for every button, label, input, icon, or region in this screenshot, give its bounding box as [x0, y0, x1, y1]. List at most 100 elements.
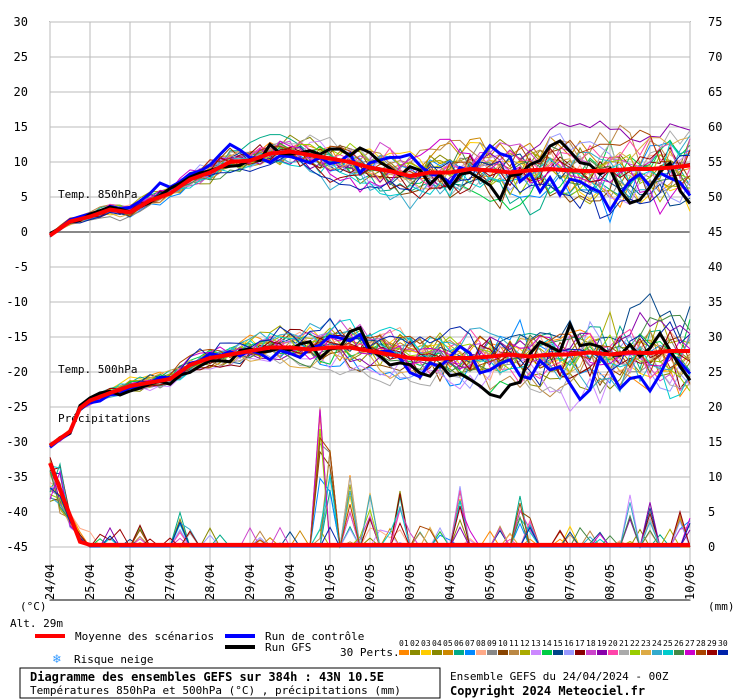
pert-number: 19: [597, 639, 607, 648]
member-500-line: [49, 346, 691, 446]
pert-swatch: [586, 650, 596, 655]
date-tick-label: 09/05: [643, 564, 657, 600]
date-tick-label: 29/04: [243, 564, 257, 600]
date-tick-label: 01/05: [323, 564, 337, 600]
pert-swatch: [542, 650, 552, 655]
left-tick-label: 15: [14, 120, 28, 134]
left-tick-label: -20: [6, 365, 28, 379]
pert-number: 16: [564, 639, 574, 648]
right-tick-label: 65: [708, 85, 722, 99]
pert-number: 30: [718, 639, 728, 648]
left-tick-label: -30: [6, 435, 28, 449]
footer-subtitle: Températures 850hPa et 500hPa (°C) , pré…: [30, 684, 401, 697]
pert-swatch: [454, 650, 464, 655]
right-tick-label: 35: [708, 295, 722, 309]
right-tick-label: 10: [708, 470, 722, 484]
pert-number: 15: [553, 639, 563, 648]
pert-swatch: [608, 650, 618, 655]
altitude-label: Alt. 29m: [10, 617, 63, 630]
date-tick-label: 28/04: [203, 564, 217, 600]
pert-number: 09: [487, 639, 497, 648]
date-tick-label: 07/05: [563, 564, 577, 600]
pert-number: 08: [476, 639, 486, 648]
pert-swatch: [564, 650, 574, 655]
date-tick-label: 10/05: [683, 564, 697, 600]
pert-number: 13: [531, 639, 541, 648]
mean-precip-line: [48, 462, 690, 547]
left-tick-label: -40: [6, 505, 28, 519]
pert-number: 04: [432, 639, 442, 648]
precip-label: Précipitations: [58, 412, 151, 425]
pert-swatch: [520, 650, 530, 655]
pert-number: 25: [663, 639, 673, 648]
title-box: [19, 667, 441, 699]
date-tick-label: 30/04: [283, 564, 297, 600]
date-tick-label: 08/05: [603, 564, 617, 600]
pert-number: 17: [575, 639, 585, 648]
right-tick-label: 30: [708, 330, 722, 344]
snowflake-icon: ❄: [52, 652, 61, 667]
t500-label: Temp. 500hPa: [58, 363, 137, 376]
pert-number: 07: [465, 639, 475, 648]
pert-number: 24: [652, 639, 662, 648]
t850-label: Temp. 850hPa: [58, 188, 137, 201]
pert-number: 23: [641, 639, 651, 648]
left-tick-label: -35: [6, 470, 28, 484]
pert-swatch: [443, 650, 453, 655]
pert-number: 20: [608, 639, 618, 648]
perts-label: 30 Perts.: [340, 646, 400, 659]
pert-number: 22: [630, 639, 640, 648]
pert-swatch: [685, 650, 695, 655]
right-tick-label: 75: [708, 15, 722, 29]
pert-swatch: [575, 650, 585, 655]
legend-label-gfs: Run GFS: [265, 641, 311, 654]
left-tick-label: -10: [6, 295, 28, 309]
pert-number: 18: [586, 639, 596, 648]
date-tick-label: 27/04: [163, 564, 177, 600]
footer-run: Ensemble GEFS du 24/04/2024 - 00Z: [450, 670, 669, 683]
pert-swatch: [707, 650, 717, 655]
control-850-line: [49, 142, 692, 237]
date-tick-label: 06/05: [523, 564, 537, 600]
pert-number: 05: [443, 639, 453, 648]
date-tick-label: 05/05: [483, 564, 497, 600]
pert-number: 27: [685, 639, 695, 648]
member-500-line: [49, 292, 691, 445]
right-tick-label: 0: [708, 540, 715, 554]
left-tick-label: 5: [21, 190, 28, 204]
member-precip-line: [49, 487, 691, 548]
pert-swatch: [509, 650, 519, 655]
right-axis-unit: (mm): [708, 600, 735, 613]
pert-swatch: [619, 650, 629, 655]
pert-number: 21: [619, 639, 629, 648]
right-tick-label: 70: [708, 50, 722, 64]
mean-850-line: [48, 149, 691, 238]
right-tick-label: 55: [708, 155, 722, 169]
right-tick-label: 5: [708, 505, 715, 519]
pert-swatch: [597, 650, 607, 655]
pert-swatch: [630, 650, 640, 655]
date-tick-label: 26/04: [123, 564, 137, 600]
mean-500-line: [48, 345, 690, 448]
left-axis-unit: (°C): [20, 600, 47, 613]
pert-swatch: [476, 650, 486, 655]
pert-number: 12: [520, 639, 530, 648]
pert-number: 26: [674, 639, 684, 648]
member-850-line: [49, 138, 691, 237]
left-tick-label: 0: [21, 225, 28, 239]
pert-swatch: [465, 650, 475, 655]
date-tick-label: 24/04: [43, 564, 57, 600]
footer-title: Diagramme des ensembles GEFS sur 384h : …: [30, 670, 384, 684]
pert-swatch: [696, 650, 706, 655]
pert-swatch: [399, 650, 409, 655]
legend-label-mean: Moyenne des scénarios: [75, 630, 214, 643]
left-tick-label: 20: [14, 85, 28, 99]
left-tick-label: 25: [14, 50, 28, 64]
pert-swatch: [718, 650, 728, 655]
pert-number: 14: [542, 639, 552, 648]
date-tick-label: 25/04: [83, 564, 97, 600]
left-tick-label: -45: [6, 540, 28, 554]
pert-swatch: [487, 650, 497, 655]
left-tick-label: -5: [14, 260, 28, 274]
